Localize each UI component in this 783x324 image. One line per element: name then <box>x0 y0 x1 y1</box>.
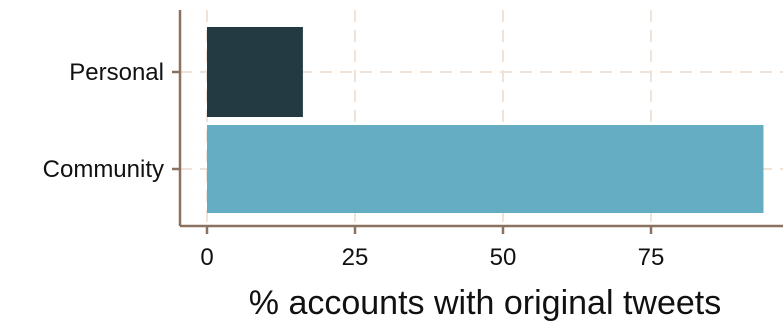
bars <box>207 27 764 213</box>
y-tick-label-community: Community <box>43 156 164 183</box>
x-tick-label: 0 <box>200 244 213 271</box>
axes <box>178 10 783 228</box>
bar-community <box>207 125 764 213</box>
x-axis-title: % accounts with original tweets <box>249 284 721 322</box>
y-axis-ticks: Personal Community <box>43 59 180 183</box>
x-axis-ticks: 0 25 50 75 <box>200 226 664 271</box>
x-tick-label: 25 <box>342 244 369 271</box>
bar-personal <box>207 27 303 117</box>
y-tick-label-personal: Personal <box>69 59 164 86</box>
x-tick-label: 50 <box>490 244 517 271</box>
x-tick-label: 75 <box>638 244 665 271</box>
